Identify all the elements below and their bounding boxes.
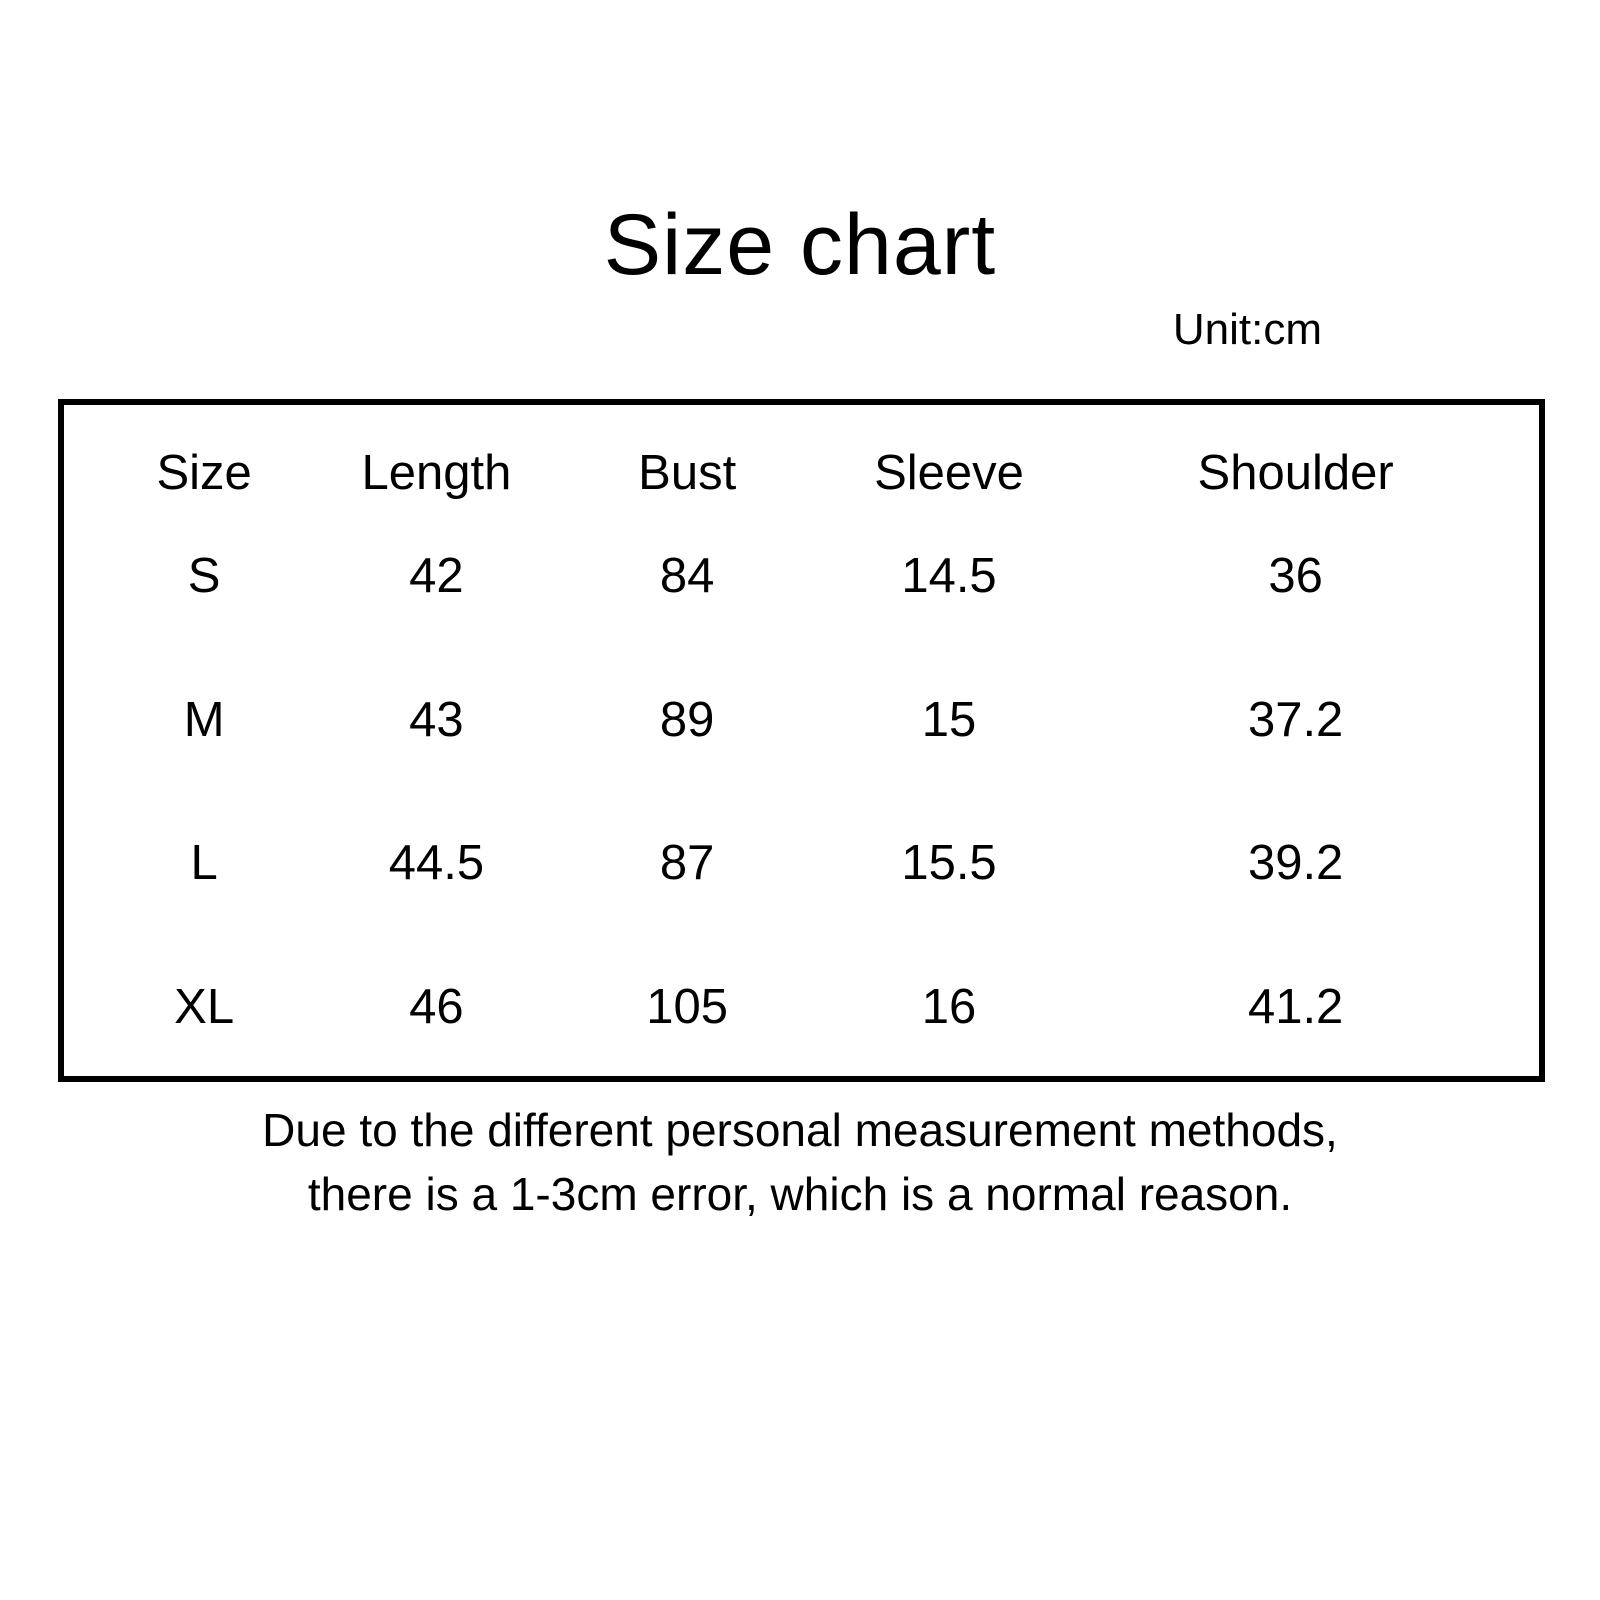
- table-header-row: Size Length Bust Sleeve Shoulder: [64, 405, 1539, 501]
- table-cell: 84: [659, 548, 715, 603]
- measurement-note: Due to the different personal measuremen…: [0, 1098, 1600, 1226]
- size-table-header: Size Length Bust Sleeve Shoulder: [64, 405, 1539, 501]
- table-cell: L: [190, 836, 218, 891]
- header-cell: Sleeve: [874, 446, 1024, 500]
- table-cell: 14.5: [901, 548, 997, 603]
- table-cell: 36: [1268, 548, 1323, 603]
- size-table: Size Length Bust Sleeve Shoulder S 42 84 14.5 36…: [64, 405, 1539, 1076]
- table-cell: XL: [174, 980, 235, 1035]
- table-cell: 44.5: [388, 836, 485, 891]
- table-cell: 43: [409, 692, 464, 747]
- measurement-note-line1: Due to the different personal measuremen…: [262, 1104, 1338, 1156]
- table-cell: 42: [409, 548, 464, 603]
- table-row: L 44.5 87 15.5 39.2: [64, 789, 1539, 933]
- table-row: S 42 84 14.5 36: [64, 501, 1539, 645]
- table-cell: 87: [659, 836, 715, 891]
- header-cell: Bust: [638, 446, 737, 500]
- header-cell: Size: [156, 446, 252, 500]
- table-cell: 41.2: [1247, 980, 1344, 1035]
- header-cell: Shoulder: [1197, 446, 1394, 500]
- table-cell: 15: [921, 692, 977, 747]
- size-table-body: S 42 84 14.5 36 M 43 89 15 37.2 L 44.5 87 15.5 39.2 XL 4…: [64, 501, 1539, 1076]
- size-table-border-box: Size Length Bust Sleeve Shoulder S 42 84 14.5 36…: [58, 399, 1545, 1082]
- table-cell: 39.2: [1247, 836, 1344, 891]
- table-cell: 16: [921, 980, 977, 1035]
- measurement-note-line2: there is a 1-3cm error, which is a norma…: [307, 1168, 1293, 1220]
- table-cell: M: [183, 692, 225, 747]
- table-cell: 15.5: [901, 836, 997, 891]
- unit-label: Unit:cm: [1172, 305, 1322, 354]
- table-cell: 46: [409, 980, 464, 1035]
- table-cell: 37.2: [1247, 692, 1344, 747]
- table-row: M 43 89 15 37.2: [64, 645, 1539, 789]
- header-cell: Length: [361, 446, 512, 500]
- table-cell: 89: [659, 692, 715, 747]
- page-title: Size chart: [603, 197, 997, 293]
- table-cell: S: [187, 548, 221, 603]
- table-row: XL 46 105 16 41.2: [64, 932, 1539, 1076]
- table-cell: 105: [646, 980, 729, 1035]
